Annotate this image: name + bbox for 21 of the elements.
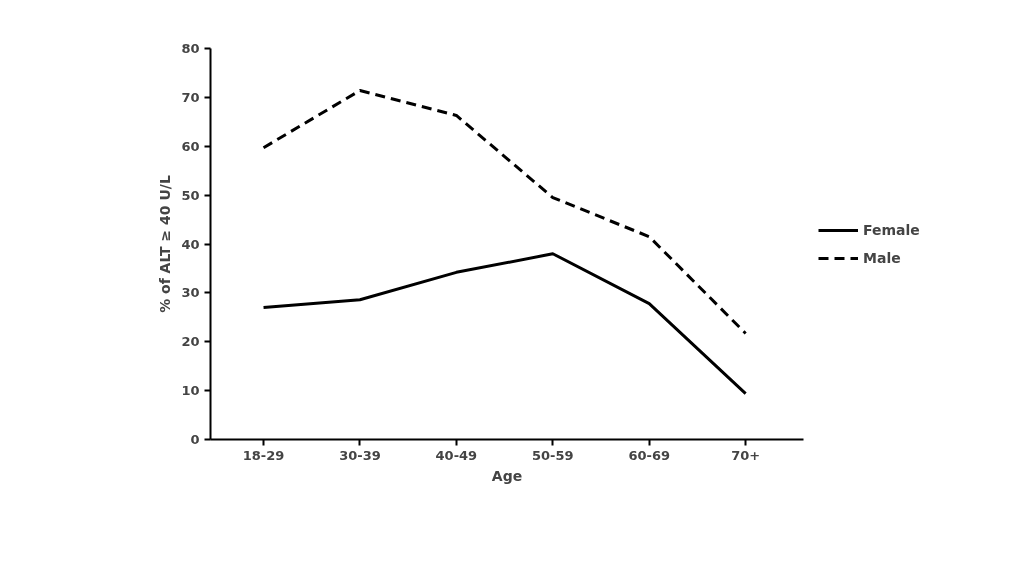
y-tick-label: 50 bbox=[181, 187, 200, 203]
y-tick-label: 30 bbox=[181, 285, 200, 301]
x-tick-label: 30-39 bbox=[339, 447, 381, 463]
x-tick-label: 50-59 bbox=[532, 447, 574, 463]
y-tick-label: 0 bbox=[190, 432, 200, 447]
x-tick-label: 18-29 bbox=[242, 447, 285, 463]
legend-label: Male bbox=[863, 249, 901, 266]
line-series bbox=[262, 89, 748, 335]
y-tick-label: 40 bbox=[181, 236, 200, 252]
x-tick-label: 40-49 bbox=[435, 447, 478, 463]
y-axis-title: % of ALT ≥ 40 U/L bbox=[157, 175, 174, 313]
y-tick-label: 60 bbox=[181, 138, 200, 154]
x-tick-label: 70+ bbox=[731, 447, 761, 463]
legend-label: Female bbox=[863, 221, 920, 238]
y-tick-label: 80 bbox=[181, 41, 200, 56]
x-axis-title: Age bbox=[491, 467, 523, 484]
y-tick-label: 70 bbox=[181, 89, 200, 105]
x-tick-label: 60-69 bbox=[628, 447, 671, 463]
line-series bbox=[262, 252, 748, 396]
y-tick-label: 20 bbox=[181, 334, 200, 350]
y-tick-label: 10 bbox=[181, 383, 200, 399]
